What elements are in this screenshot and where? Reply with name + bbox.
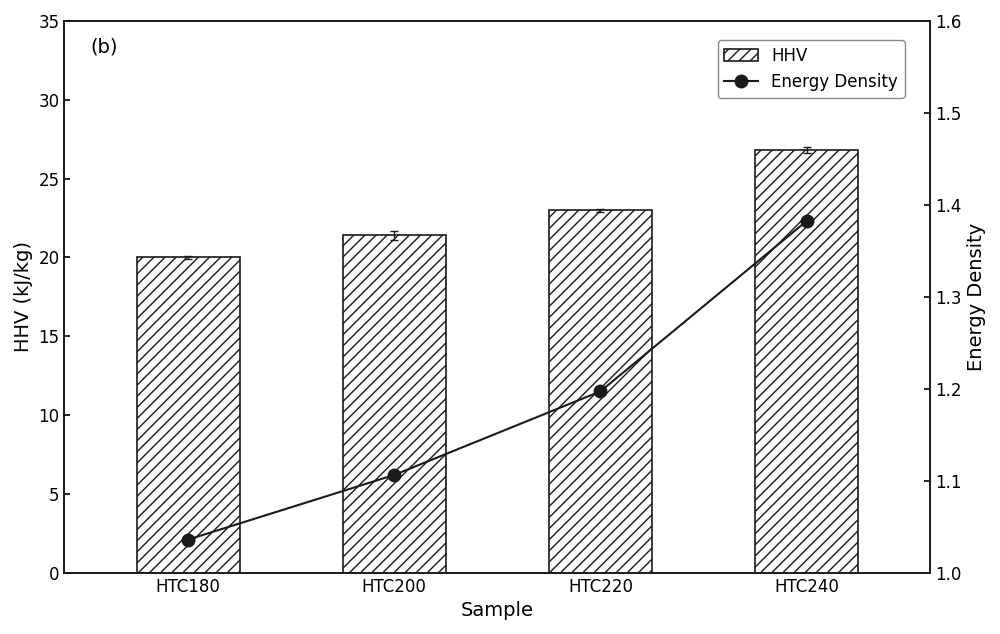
X-axis label: Sample: Sample (461, 601, 534, 620)
Text: (b): (b) (90, 37, 118, 56)
Y-axis label: Energy Density: Energy Density (967, 223, 986, 371)
Legend: HHV, Energy Density: HHV, Energy Density (718, 40, 905, 98)
Y-axis label: HHV (kJ/kg): HHV (kJ/kg) (14, 242, 33, 353)
Bar (549, 210, 652, 573)
Bar (755, 150, 858, 573)
Bar (137, 257, 240, 573)
Bar (343, 235, 446, 573)
